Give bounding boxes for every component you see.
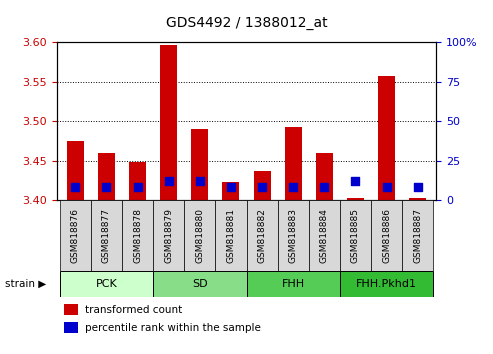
Bar [184, 200, 215, 271]
Bar [98, 153, 115, 200]
Text: GSM818881: GSM818881 [226, 208, 236, 263]
Point [258, 184, 266, 190]
Bar [122, 200, 153, 271]
Text: FHH.Pkhd1: FHH.Pkhd1 [356, 279, 417, 289]
Text: GSM818882: GSM818882 [257, 208, 267, 263]
Text: SD: SD [192, 279, 208, 289]
Bar [316, 153, 333, 200]
Text: GSM818887: GSM818887 [413, 208, 422, 263]
Bar [60, 200, 91, 271]
Text: GSM818886: GSM818886 [382, 208, 391, 263]
Text: GSM818877: GSM818877 [102, 208, 111, 263]
Text: GSM818883: GSM818883 [289, 208, 298, 263]
Bar [153, 271, 246, 297]
Bar [64, 304, 77, 315]
Point [383, 184, 390, 190]
Bar [278, 200, 309, 271]
Text: GSM818885: GSM818885 [351, 208, 360, 263]
Text: GSM818878: GSM818878 [133, 208, 142, 263]
Bar [284, 127, 302, 200]
Bar [409, 198, 426, 200]
Text: PCK: PCK [96, 279, 117, 289]
Text: GSM818884: GSM818884 [320, 208, 329, 263]
Text: FHH: FHH [282, 279, 305, 289]
Bar [253, 171, 271, 200]
Bar [371, 200, 402, 271]
Point [227, 184, 235, 190]
Point [320, 184, 328, 190]
Bar [309, 200, 340, 271]
Point [414, 184, 422, 190]
Bar [215, 200, 246, 271]
Text: GSM818879: GSM818879 [164, 208, 173, 263]
Bar [91, 200, 122, 271]
Bar [60, 271, 153, 297]
Bar [67, 141, 84, 200]
Bar [340, 271, 433, 297]
Text: GSM818876: GSM818876 [71, 208, 80, 263]
Text: GDS4492 / 1388012_at: GDS4492 / 1388012_at [166, 16, 327, 30]
Text: transformed count: transformed count [85, 305, 182, 315]
Point [352, 178, 359, 184]
Bar [340, 200, 371, 271]
Bar [402, 200, 433, 271]
Text: strain ▶: strain ▶ [5, 279, 46, 289]
Bar [160, 45, 177, 200]
Bar [64, 322, 77, 333]
Bar [129, 162, 146, 200]
Point [134, 184, 141, 190]
Bar [246, 200, 278, 271]
Text: GSM818880: GSM818880 [195, 208, 204, 263]
Point [165, 178, 173, 184]
Point [71, 184, 79, 190]
Text: percentile rank within the sample: percentile rank within the sample [85, 323, 261, 333]
Bar [191, 129, 209, 200]
Bar [246, 271, 340, 297]
Point [289, 184, 297, 190]
Bar [153, 200, 184, 271]
Bar [378, 75, 395, 200]
Point [103, 184, 110, 190]
Point [196, 178, 204, 184]
Bar [222, 182, 240, 200]
Bar [347, 198, 364, 200]
